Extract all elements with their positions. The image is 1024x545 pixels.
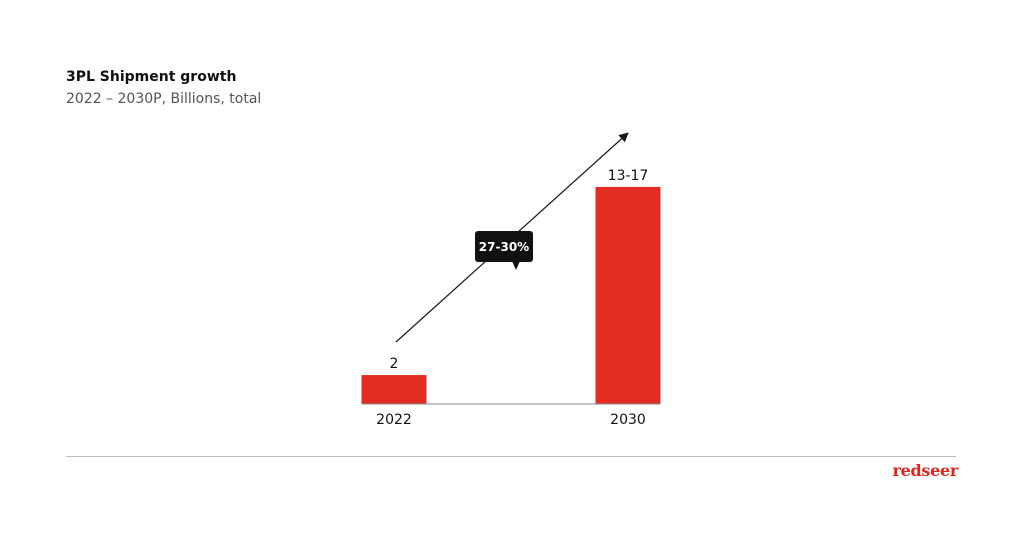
x-tick-label-2022: 2022 <box>376 412 412 428</box>
x-tick-label-2030: 2030 <box>610 412 646 428</box>
cagr-callout: 27-30% <box>475 231 533 270</box>
chart-subtitle: 2022 – 2030P, Billions, total <box>66 91 262 107</box>
cagr-callout-box <box>475 231 533 262</box>
cagr-callout-pointer <box>512 261 520 270</box>
data-label-2022: 2 <box>390 356 399 372</box>
bar-2022 <box>361 375 427 404</box>
data-label-2030: 13-17 <box>608 168 649 184</box>
redseer-logo: redseer <box>892 461 959 480</box>
footer-divider <box>66 456 956 457</box>
chart-title: 3PL Shipment growth <box>66 69 237 85</box>
bar-2030 <box>595 186 661 404</box>
cagr-callout-label: 27-30% <box>479 240 529 254</box>
